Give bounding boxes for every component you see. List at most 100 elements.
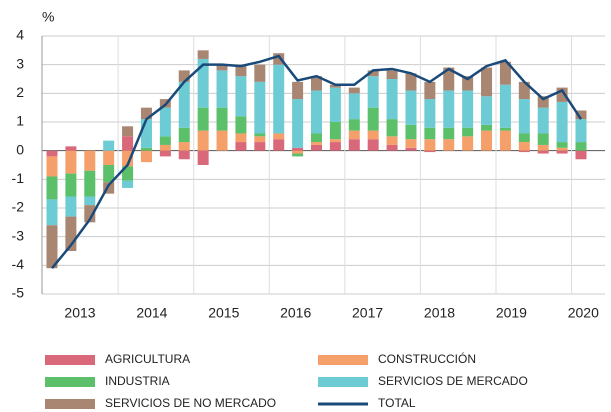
- bar-segment: [311, 133, 322, 143]
- bar-segment: [159, 136, 171, 145]
- bar-segment: [367, 107, 379, 131]
- bar-segment: [367, 70, 379, 77]
- bar-segment: [481, 67, 493, 97]
- bar-segment: [311, 90, 322, 134]
- y-tick-label: 1: [16, 113, 24, 129]
- bar-segment: [499, 130, 511, 151]
- bar-segment: [103, 140, 115, 151]
- bar-segment: [386, 70, 398, 79]
- bar-segment: [556, 142, 568, 148]
- bar-segment: [348, 130, 360, 140]
- bar-segment: [197, 150, 209, 165]
- x-tick-label: 2018: [424, 305, 455, 321]
- bar-segment: [424, 99, 436, 128]
- bar-segment: [386, 144, 398, 151]
- bar-segment: [197, 58, 209, 108]
- bar-segment: [556, 150, 568, 154]
- legend-swatch: [318, 377, 368, 387]
- bar-segment: [122, 150, 134, 167]
- bar-segment: [122, 136, 134, 151]
- y-tick-label: -5: [12, 285, 25, 301]
- bar-segment: [65, 173, 77, 197]
- bar-segment: [103, 165, 115, 183]
- bar-segment: [499, 127, 511, 131]
- bar-segment: [311, 144, 322, 151]
- bar-segment: [292, 150, 304, 154]
- bar-segment: [46, 150, 58, 157]
- bar-segment: [46, 156, 58, 177]
- bar-segment: [518, 81, 530, 100]
- y-tick-label: -1: [12, 170, 25, 186]
- bar-segment: [140, 147, 152, 151]
- total-line: [51, 54, 583, 269]
- bar-segment: [556, 147, 568, 151]
- bar-segment: [443, 90, 455, 128]
- bar-segment: [424, 81, 436, 100]
- bar-segment: [254, 64, 266, 82]
- bar-segment: [481, 124, 493, 131]
- bar-segment: [46, 199, 58, 226]
- bar-segment: [103, 150, 115, 165]
- y-tick-label: 2: [16, 84, 24, 100]
- bar-segment: [273, 64, 285, 134]
- bar-segment: [405, 90, 417, 125]
- bar-segment: [178, 70, 190, 82]
- x-tick-label: 2015: [208, 305, 239, 321]
- bar-segment: [462, 136, 474, 151]
- bar-segment: [122, 126, 134, 137]
- bar-segment: [235, 64, 247, 77]
- bar-segment: [367, 76, 379, 108]
- legend-swatch: [318, 355, 368, 365]
- y-tick-label: 0: [16, 141, 24, 157]
- bar-segment: [197, 50, 209, 59]
- bar-segment: [537, 133, 549, 145]
- x-tick-label: 2014: [136, 305, 167, 321]
- bar-segment: [140, 119, 152, 148]
- bar-segment: [348, 93, 360, 120]
- bar-segment: [575, 150, 587, 160]
- y-tick-label: 3: [16, 55, 24, 71]
- bar-segment: [273, 53, 285, 65]
- bar-segment: [216, 130, 228, 151]
- bar-segment: [103, 182, 115, 194]
- bar-segment: [46, 225, 58, 269]
- x-tick-label: 2019: [496, 305, 527, 321]
- x-tick-label: 2016: [280, 305, 311, 321]
- bar-segment: [575, 110, 587, 120]
- bar-segment: [65, 150, 77, 174]
- legend-label: TOTAL: [378, 396, 416, 410]
- bar-segment: [405, 124, 417, 140]
- bar-segment: [292, 99, 304, 148]
- bar-segment: [329, 122, 341, 140]
- bar-segment: [178, 150, 190, 160]
- legend-swatch: [45, 355, 95, 365]
- bar-segment: [178, 142, 190, 151]
- bar-segment: [424, 139, 436, 151]
- x-tick-label: 2017: [352, 305, 383, 321]
- bar-segment: [65, 216, 77, 251]
- bar-segment: [329, 142, 341, 151]
- bar-segment: [348, 139, 360, 151]
- bar-segment: [178, 81, 190, 128]
- bar-segment: [292, 81, 304, 100]
- y-tick-label: -2: [12, 199, 25, 215]
- bar-segment: [84, 150, 96, 171]
- bar-segment: [235, 133, 247, 143]
- bar-segment: [443, 127, 455, 140]
- bar-segment: [386, 119, 398, 137]
- bar-segment: [556, 101, 568, 143]
- bar-segment: [46, 176, 58, 200]
- bar-segment: [140, 107, 152, 120]
- bar-segment: [424, 150, 436, 153]
- bar-segment: [405, 73, 417, 91]
- y-tick-label: -3: [12, 227, 25, 243]
- bar-segment: [254, 81, 266, 134]
- bar-segment: [462, 90, 474, 128]
- bar-segment: [499, 84, 511, 128]
- bar-segment: [537, 96, 549, 108]
- bar-segment: [386, 136, 398, 145]
- bar-segment: [518, 133, 530, 143]
- bar-segment: [329, 84, 341, 88]
- bar-segment: [197, 107, 209, 131]
- bar-segment: [254, 136, 266, 143]
